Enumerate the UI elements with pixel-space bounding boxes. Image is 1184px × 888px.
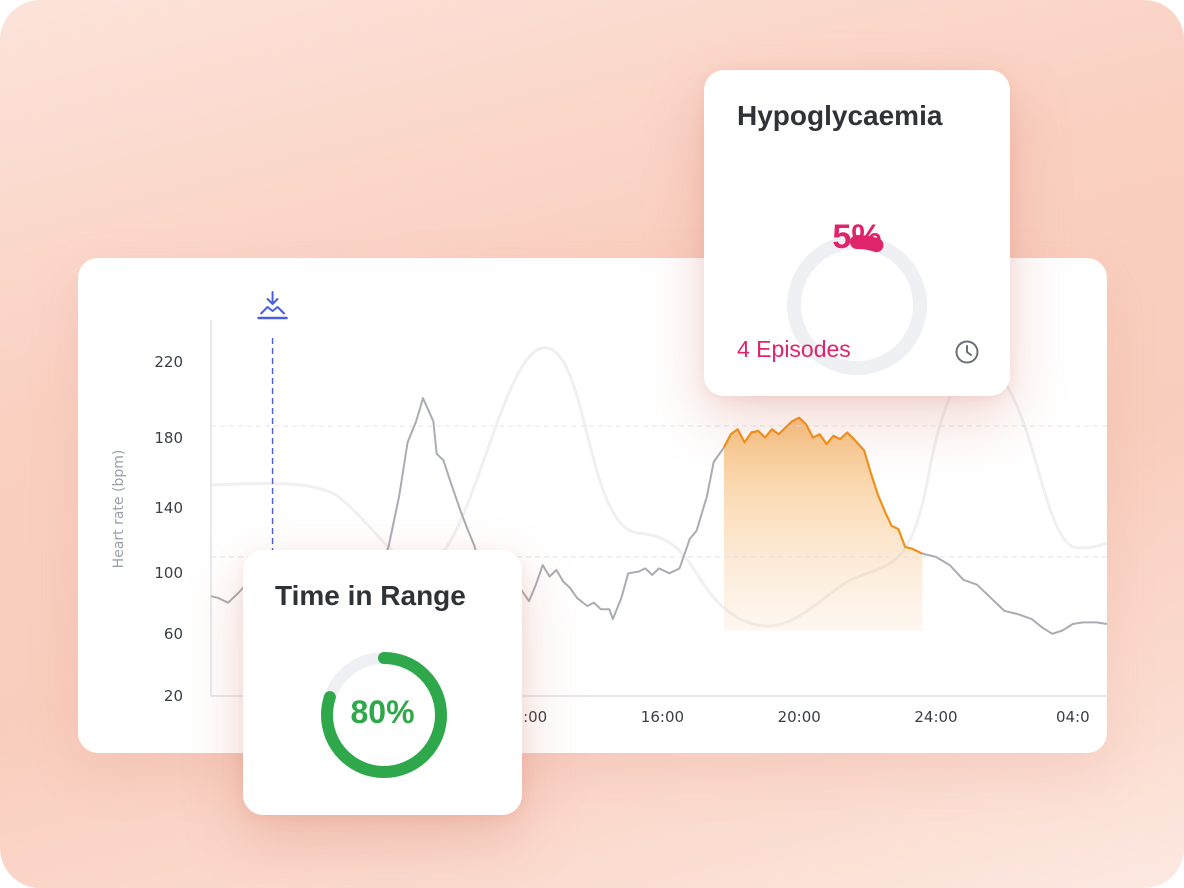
y-tick-label: 60 bbox=[164, 625, 183, 643]
y-axis-title: Heart rate (bpm) bbox=[111, 450, 127, 569]
y-tick-label: 180 bbox=[154, 429, 183, 447]
hypoglycaemia-title: Hypoglycaemia bbox=[737, 100, 943, 131]
time-in-range-donut bbox=[321, 652, 447, 778]
series-line-2 bbox=[723, 416, 923, 555]
x-tick-label: 24:00 bbox=[914, 708, 957, 726]
time-in-range-percent: 80% bbox=[350, 694, 415, 730]
series-line-3 bbox=[922, 552, 1107, 635]
time-in-range-card[interactable]: Time in Range 80% bbox=[243, 550, 522, 815]
hypoglycaemia-episodes[interactable]: 4 Episodes bbox=[737, 336, 851, 362]
hypoglycaemia-donut-arc bbox=[787, 235, 927, 375]
y-tick-label: 20 bbox=[164, 687, 183, 705]
x-tick-label: 04:0 bbox=[1056, 708, 1090, 726]
bolus-marker-icon bbox=[257, 291, 288, 320]
hypoglycaemia-percent: 5% bbox=[832, 218, 882, 256]
highlight-area bbox=[723, 417, 923, 631]
y-tick-label: 220 bbox=[154, 353, 183, 371]
x-tick-label: 20:00 bbox=[778, 708, 821, 726]
clock-icon[interactable] bbox=[954, 339, 980, 365]
hypoglycaemia-donut bbox=[787, 235, 927, 375]
y-tick-label: 140 bbox=[154, 499, 183, 517]
time-in-range-title: Time in Range bbox=[275, 580, 466, 611]
time-in-range-donut-arc bbox=[321, 652, 447, 778]
x-tick-label: 16:00 bbox=[641, 708, 684, 726]
y-tick-label: 100 bbox=[154, 564, 183, 582]
series-line-1 bbox=[210, 397, 725, 621]
hypoglycaemia-card[interactable]: Hypoglycaemia 5% 4 Episodes bbox=[704, 70, 1010, 396]
